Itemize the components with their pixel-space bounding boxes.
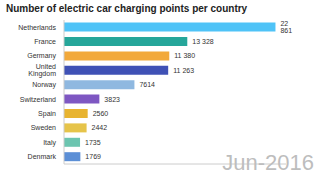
svg-text:France: France <box>34 38 56 45</box>
html-text:Jun-2016: Jun-2016 <box>222 150 314 175</box>
svg-text:Netherlands: Netherlands <box>18 24 56 31</box>
svg-text:Denmark: Denmark <box>28 153 57 160</box>
svg-text:13 328: 13 328 <box>192 38 214 45</box>
svg-text:2442: 2442 <box>92 124 108 131</box>
svg-text:Italy: Italy <box>43 139 56 147</box>
svg-text:1769: 1769 <box>85 153 101 160</box>
svg-text:Spain: Spain <box>38 110 56 118</box>
html-text:Number of electric car chargin: Number of electric car charging points p… <box>6 3 248 14</box>
svg-text:22861: 22861 <box>280 20 292 34</box>
svg-text:11 263: 11 263 <box>173 67 194 74</box>
svg-text:11 380: 11 380 <box>174 52 195 59</box>
svg-text:Germany: Germany <box>27 52 56 60</box>
svg-text:Switzerland: Switzerland <box>20 96 56 103</box>
svg-text:2560: 2560 <box>93 110 109 117</box>
svg-text:7614: 7614 <box>139 81 155 88</box>
svg-text:UnitedKingdom: UnitedKingdom <box>28 63 56 78</box>
svg-text:Sweden: Sweden <box>31 124 56 131</box>
svg-text:3823: 3823 <box>104 96 120 103</box>
svg-text:Norway: Norway <box>32 81 56 89</box>
svg-text:1735: 1735 <box>85 139 101 146</box>
